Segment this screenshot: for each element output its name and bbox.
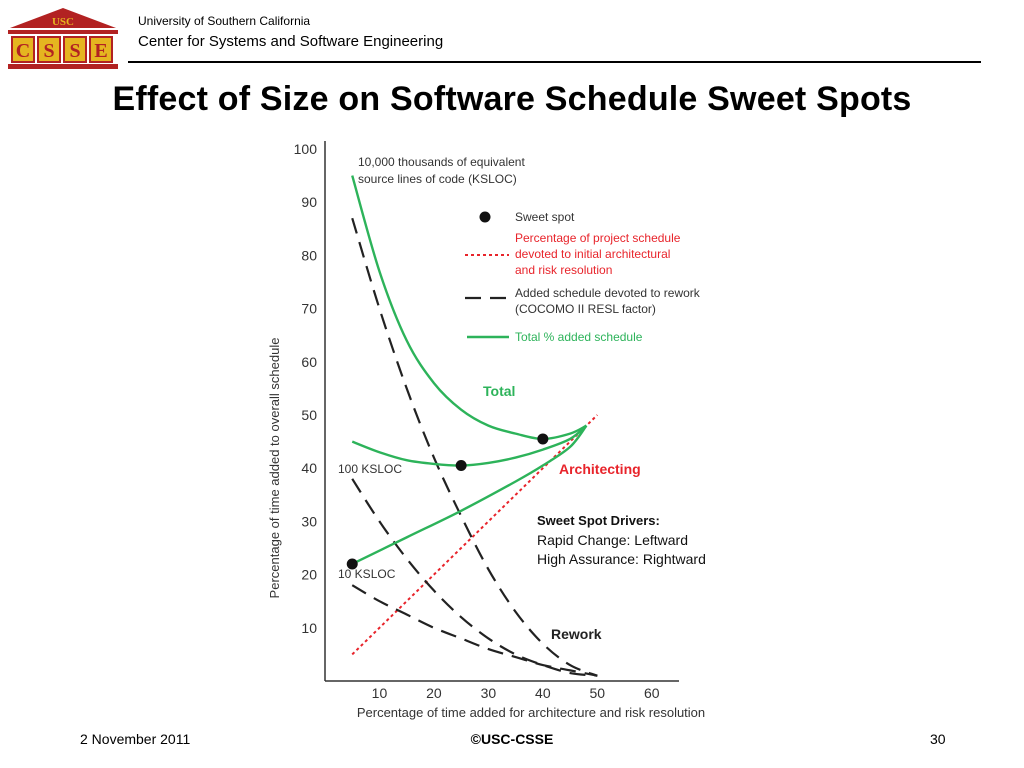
- logo-letter: E: [94, 40, 107, 62]
- university-name: University of Southern California: [138, 14, 311, 28]
- series-rework-line: [351, 478, 598, 677]
- series-total-line: [351, 175, 587, 441]
- logo-letter-box: [89, 36, 113, 63]
- y-tick-label: 100: [294, 141, 318, 157]
- x-tick-label: 40: [535, 685, 551, 701]
- legend-entry-text: (COCOMO II RESL factor): [515, 302, 656, 316]
- y-tick-label: 20: [301, 567, 317, 583]
- footer-date: 2 November 2011: [80, 731, 191, 747]
- y-tick-label: 90: [301, 194, 317, 210]
- logo-letter-box: [63, 36, 87, 63]
- sweet-spot-dot: [346, 558, 358, 570]
- driver-high-assurance: High Assurance: Rightward: [537, 551, 706, 567]
- legend-entry-text: Total % added schedule: [515, 330, 643, 344]
- series-rework-line: [351, 584, 598, 677]
- y-tick-label: 60: [301, 354, 317, 370]
- slide-title: Effect of Size on Software Schedule Swee…: [112, 80, 912, 118]
- y-tick-label: 50: [301, 407, 317, 423]
- series-total-line: [351, 424, 588, 467]
- logo-beam: [8, 30, 118, 34]
- sweet-spot-chart: 10 20 30 40 50 60 10 20 30 40 50 60 70 80 90 100 Sweet …: [267, 141, 706, 720]
- logo-letter: C: [16, 40, 30, 62]
- series-total-line: [351, 424, 588, 566]
- y-tick-label: 30: [301, 513, 317, 529]
- legend-sweet-spot-symbol: [479, 211, 491, 223]
- legend-entry-text: Percentage of project schedule: [515, 231, 681, 245]
- logo-letter: S: [43, 40, 54, 62]
- label-architecting: Architecting: [559, 461, 641, 477]
- center-name: Center for Systems and Software Engineer…: [138, 33, 444, 50]
- logo-letter-box: [37, 36, 61, 63]
- x-tick-label: 20: [426, 685, 442, 701]
- logo-letter: S: [69, 40, 80, 62]
- series-rework-line: [351, 217, 598, 677]
- header-divider: [128, 61, 981, 63]
- x-axis-label: Percentage of time added for architectur…: [357, 705, 705, 720]
- annotation-100-ksloc: 100 KSLOC: [338, 462, 402, 476]
- footer-copyright: ©USC-CSSE: [470, 731, 554, 747]
- y-tick-label: 10: [301, 620, 317, 636]
- logo-letter-box: [11, 36, 35, 63]
- y-tick-label: 70: [301, 301, 317, 317]
- page-number: 30: [930, 731, 946, 747]
- logo-base: [8, 64, 118, 69]
- x-tick-label: 10: [372, 685, 388, 701]
- sweet-spot-dot: [455, 460, 467, 472]
- x-tick-label: 30: [481, 685, 497, 701]
- annotation-10-ksloc: 10 KSLOC: [338, 567, 396, 581]
- logo-roof: [10, 8, 116, 28]
- logo-usc-text: USC: [52, 16, 74, 28]
- annotation-10000-ksloc-line1: 10,000 thousands of equivalent: [358, 155, 525, 169]
- label-total: Total: [483, 383, 515, 399]
- legend-entry-text: devoted to initial architectural: [515, 247, 670, 261]
- x-tick-label: 60: [644, 685, 660, 701]
- y-tick-label: 40: [301, 460, 317, 476]
- sweet-spot-dot: [537, 433, 549, 445]
- y-tick-label: 80: [301, 247, 317, 263]
- annotation-10000-ksloc-line2: source lines of code (KSLOC): [358, 172, 517, 186]
- x-tick-label: 50: [590, 685, 606, 701]
- legend-entry-text: Added schedule devoted to rework: [515, 286, 701, 300]
- label-rework: Rework: [551, 626, 602, 642]
- legend-entry-text: Sweet spot: [515, 210, 575, 224]
- y-axis-label: Percentage of time added to overall sche…: [267, 338, 282, 599]
- drivers-title: Sweet Spot Drivers:: [537, 513, 660, 528]
- legend-entry-text: and risk resolution: [515, 263, 612, 277]
- driver-rapid-change: Rapid Change: Leftward: [537, 532, 688, 548]
